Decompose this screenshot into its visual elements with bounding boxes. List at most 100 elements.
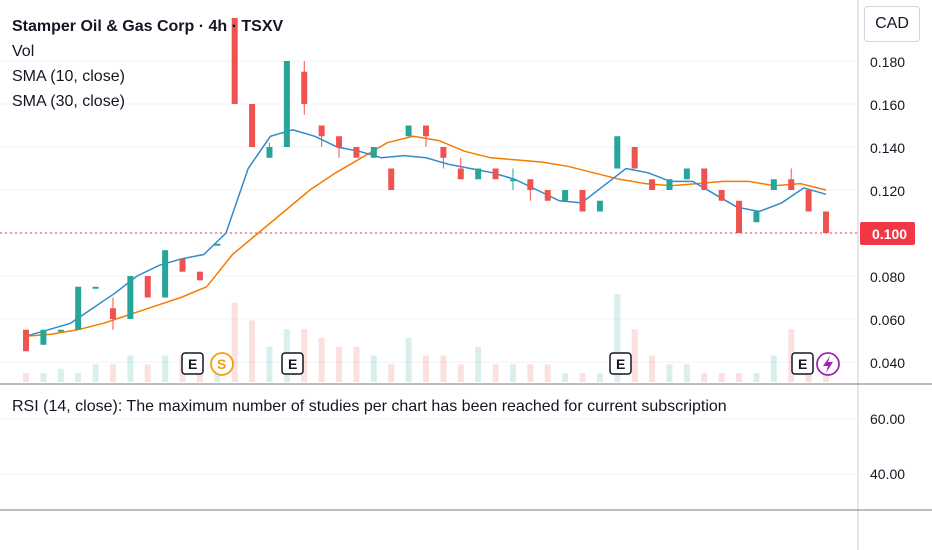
earnings-badge[interactable]: E bbox=[791, 352, 814, 375]
volume-bar bbox=[388, 364, 395, 382]
volume-bar bbox=[266, 346, 273, 382]
volume-bar bbox=[423, 355, 429, 382]
price-tick: 0.040 bbox=[870, 355, 905, 371]
candle-body bbox=[179, 258, 186, 272]
candle-body bbox=[57, 329, 64, 332]
volume-bar bbox=[127, 355, 134, 382]
candle-body bbox=[266, 147, 273, 158]
volume-bar bbox=[753, 373, 760, 382]
candle-body bbox=[440, 147, 447, 158]
candlesticks bbox=[23, 18, 829, 352]
volume-bar bbox=[144, 364, 151, 382]
candle-body bbox=[788, 179, 795, 190]
candle-body bbox=[423, 125, 429, 137]
chart-legend: Stamper Oil & Gas Corp · 4h · TSXV Vol S… bbox=[12, 14, 283, 114]
legend-vol[interactable]: Vol bbox=[12, 43, 35, 60]
volume-bar bbox=[405, 338, 412, 382]
currency-button[interactable]: CAD bbox=[864, 6, 920, 42]
volume-bar bbox=[544, 364, 551, 382]
candle-body bbox=[596, 200, 603, 212]
volume-bar bbox=[92, 364, 99, 382]
volume-bar bbox=[701, 373, 708, 382]
volume-bar bbox=[475, 346, 482, 382]
candle-body bbox=[388, 168, 395, 190]
volume-bar bbox=[23, 373, 29, 382]
volume-bar bbox=[579, 373, 586, 382]
candle-body bbox=[701, 168, 708, 190]
volume-bar bbox=[666, 364, 673, 382]
volume-bar bbox=[318, 338, 325, 382]
candle-body bbox=[718, 190, 725, 201]
sma10-line bbox=[25, 129, 827, 337]
candle-body bbox=[544, 190, 551, 201]
legend-sma30[interactable]: SMA (30, close) bbox=[12, 93, 125, 110]
rsi-study-message: RSI (14, close): The maximum number of s… bbox=[12, 398, 727, 415]
badge-letter: E bbox=[288, 356, 297, 372]
candle-body bbox=[144, 276, 151, 298]
volume-bar bbox=[770, 355, 777, 382]
candle-body bbox=[475, 168, 482, 180]
volume-bars bbox=[23, 294, 829, 382]
earnings-badge[interactable]: E bbox=[181, 352, 204, 375]
candle-body bbox=[823, 211, 829, 233]
current-price-tag bbox=[860, 222, 915, 245]
symbol-title[interactable]: Stamper Oil & Gas Corp · 4h · TSXV bbox=[12, 18, 284, 35]
candle-body bbox=[579, 190, 586, 212]
volume-bar bbox=[509, 364, 516, 382]
volume-bar bbox=[353, 346, 360, 382]
candle-body bbox=[405, 125, 412, 137]
volume-bar bbox=[718, 373, 725, 382]
earnings-badge[interactable]: E bbox=[281, 352, 304, 375]
price-tick: 0.060 bbox=[870, 312, 905, 328]
split-badge[interactable]: S bbox=[210, 352, 234, 376]
candle-body bbox=[457, 168, 464, 180]
volume-bar bbox=[57, 368, 64, 382]
candle-body bbox=[805, 190, 812, 212]
volume-bar bbox=[562, 373, 569, 382]
volume-bar bbox=[492, 364, 499, 382]
volume-bar bbox=[614, 294, 621, 382]
candle-body bbox=[666, 179, 673, 190]
candle-body bbox=[631, 147, 638, 169]
candle-body bbox=[214, 243, 221, 246]
candle-body bbox=[562, 190, 569, 201]
candle-body bbox=[753, 211, 760, 223]
badge-letter: E bbox=[616, 356, 625, 372]
price-tick: 0.080 bbox=[870, 269, 905, 285]
candle-body bbox=[353, 147, 360, 158]
volume-bar bbox=[527, 364, 534, 382]
grid-lines bbox=[0, 60, 858, 363]
price-axis[interactable]: 0.180 0.160 0.140 0.120 0.080 0.060 0.04… bbox=[870, 54, 905, 371]
volume-bar bbox=[736, 373, 743, 382]
candle-body bbox=[249, 104, 256, 147]
legend-sma10[interactable]: SMA (10, close) bbox=[12, 68, 125, 85]
price-tick: 0.120 bbox=[870, 183, 905, 199]
price-tick: 0.140 bbox=[870, 140, 905, 156]
candle-body bbox=[40, 329, 47, 345]
volume-bar bbox=[109, 364, 116, 382]
candle-body bbox=[492, 168, 499, 180]
candle-body bbox=[336, 136, 343, 147]
candle-body bbox=[301, 71, 308, 104]
volume-bar bbox=[596, 373, 603, 382]
volume-bar bbox=[40, 373, 47, 382]
badge-letter: E bbox=[188, 356, 197, 372]
candle-body bbox=[231, 18, 238, 104]
candle-body bbox=[370, 147, 377, 158]
lightning-icon[interactable] bbox=[816, 352, 840, 376]
volume-bar bbox=[631, 329, 638, 382]
candle-body bbox=[509, 179, 516, 182]
candle-body bbox=[127, 276, 134, 319]
rsi-tick: 40.00 bbox=[870, 466, 905, 482]
earnings-badge[interactable]: E bbox=[609, 352, 632, 375]
price-tick: 0.160 bbox=[870, 97, 905, 113]
badge-letter: E bbox=[798, 356, 807, 372]
candle-body bbox=[162, 250, 169, 298]
volume-bar bbox=[336, 346, 343, 382]
volume-bar bbox=[440, 355, 447, 382]
candle-body bbox=[649, 179, 656, 190]
volume-bar bbox=[301, 329, 308, 382]
candle-body bbox=[318, 125, 325, 137]
volume-bar bbox=[249, 320, 256, 382]
